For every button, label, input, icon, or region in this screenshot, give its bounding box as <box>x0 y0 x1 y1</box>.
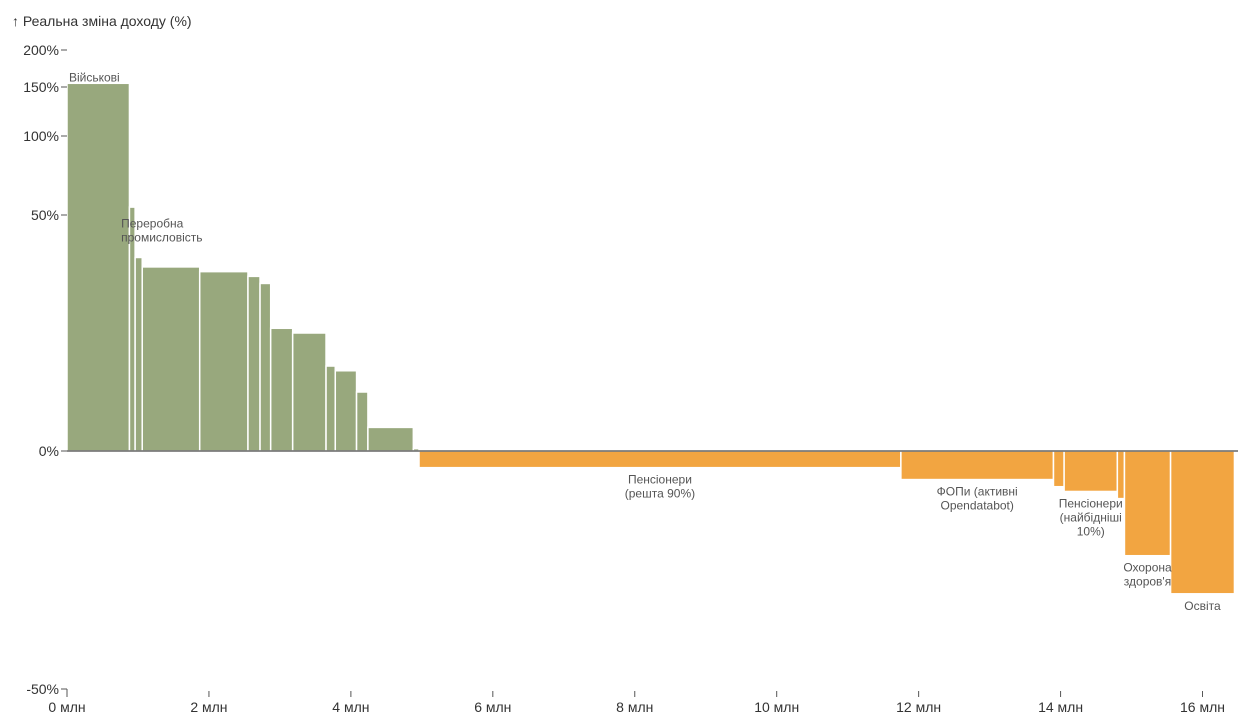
bar-14 <box>418 450 902 469</box>
y-axis-title: ↑ Реальна зміна доходу (%) <box>12 13 192 29</box>
segment-label-line: (найбідніші <box>1060 510 1122 524</box>
segment-label-3: ФОПи (активні Opendatabot) <box>937 485 1018 513</box>
y-tick-label-1: 150% <box>23 79 59 95</box>
bar-12 <box>367 426 415 452</box>
bar-5 <box>247 275 261 452</box>
segment-label-6: Освіта <box>1184 599 1221 613</box>
segment-labels: Військові Переробна промисловість Пенсіонер… <box>69 70 1221 613</box>
bar-9 <box>325 365 337 452</box>
segment-label-line: Opendatabot) <box>940 499 1013 513</box>
bar-11 <box>355 391 369 452</box>
bar-16 <box>1052 450 1065 488</box>
bar-4 <box>198 270 249 452</box>
segment-label-line: Освіта <box>1184 599 1221 613</box>
segment-label-line: Переробна <box>121 216 183 230</box>
segment-label-5: Охорона здоров'я <box>1123 561 1172 589</box>
bar-15 <box>900 450 1055 481</box>
y-tick-label-4: 0% <box>39 443 59 459</box>
bar-3 <box>141 266 201 452</box>
segment-label-line: Військові <box>69 70 120 84</box>
x-axis: 0 млн 2 млн 4 млн 6 млн 8 млн 10 млн 12 млн 14 … <box>48 691 1225 715</box>
bar-18 <box>1116 450 1126 500</box>
x-tick-label-0: 0 млн <box>48 699 85 715</box>
y-tick-label-5: -50% <box>26 681 59 697</box>
bar-2 <box>134 256 143 452</box>
bar-10 <box>334 370 358 452</box>
x-tick-label-2: 4 млн <box>332 699 369 715</box>
segment-label-4: Пенсіонери (найбідніші 10%) <box>1059 496 1123 538</box>
x-tick-label-8: 16 млн <box>1180 699 1225 715</box>
y-axis: 200% 150% 100% 50% 0% -50% <box>23 42 68 697</box>
bar-20 <box>1169 450 1236 595</box>
bars <box>66 82 1236 595</box>
segment-label-2: Пенсіонери (решта 90%) <box>625 473 695 501</box>
bar-6 <box>259 282 272 452</box>
y-tick-label-3: 50% <box>31 207 59 223</box>
bar-0 <box>66 82 131 452</box>
bar-17 <box>1063 450 1119 493</box>
segment-label-line: (решта 90%) <box>625 487 695 501</box>
x-tick-label-4: 8 млн <box>616 699 653 715</box>
segment-label-line: Пенсіонери <box>628 473 692 487</box>
segment-label-1: Переробна промисловість <box>121 216 202 244</box>
x-tick-label-3: 6 млн <box>474 699 511 715</box>
x-tick-label-6: 12 млн <box>896 699 941 715</box>
y-tick-label-2: 100% <box>23 128 59 144</box>
x-tick-label-1: 2 млн <box>190 699 227 715</box>
segment-label-line: 10%) <box>1077 524 1105 538</box>
segment-label-line: здоров'я <box>1124 575 1171 589</box>
bar-8 <box>291 332 327 452</box>
segment-label-line: Пенсіонери <box>1059 496 1123 510</box>
bar-7 <box>269 327 294 452</box>
segment-label-line: ФОПи (активні <box>937 485 1018 499</box>
segment-label-line: Охорона <box>1123 561 1172 575</box>
segment-label-0: Військові <box>69 70 120 84</box>
bar-19 <box>1123 450 1172 557</box>
segment-label-line: промисловість <box>121 230 202 244</box>
x-tick-label-7: 14 млн <box>1038 699 1083 715</box>
x-tick-label-5: 10 млн <box>754 699 799 715</box>
y-tick-label-0: 200% <box>23 42 59 58</box>
